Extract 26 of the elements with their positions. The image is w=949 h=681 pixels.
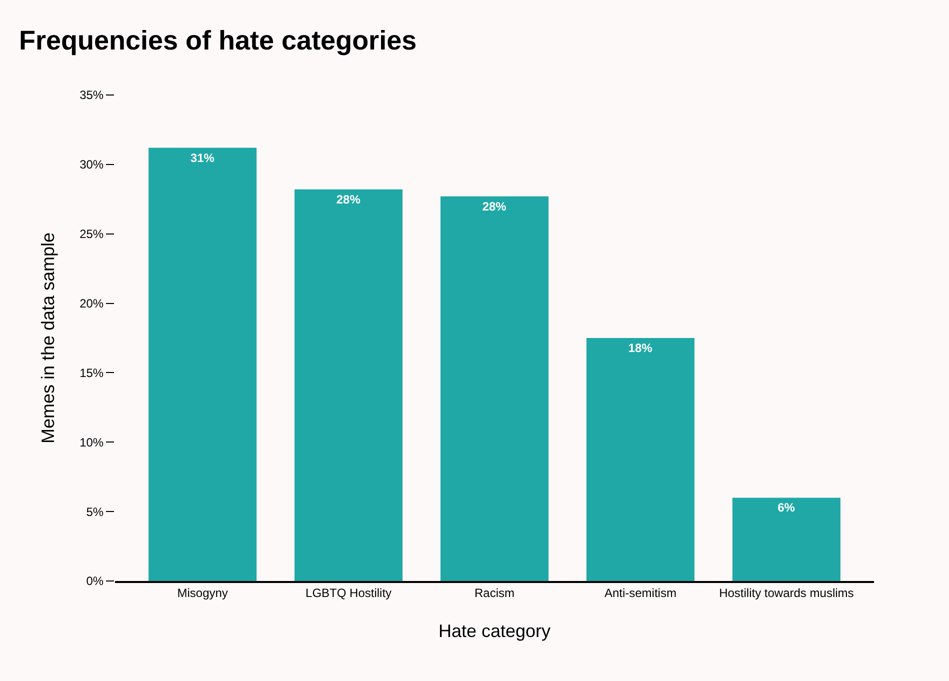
y-tick-label: 15%: [80, 366, 104, 380]
data-label: 28%: [336, 192, 361, 206]
x-tick-label: Racism: [474, 586, 515, 600]
y-tick-label: 0%: [86, 574, 104, 588]
bar: [732, 498, 840, 581]
data-label: 28%: [482, 199, 507, 214]
x-tick-label: Hostility towards muslims: [719, 586, 854, 600]
y-axis-title: Memes in the data sample: [38, 232, 58, 444]
bar: [440, 196, 549, 581]
bar: [586, 338, 694, 581]
y-tick-label: 30%: [80, 158, 104, 172]
x-tick-label: Misogyny: [177, 586, 228, 600]
data-label: 6%: [778, 500, 796, 515]
y-tick-label: 10%: [80, 435, 104, 450]
data-label: 31%: [190, 150, 215, 165]
bar: [294, 189, 403, 581]
x-tick-label: Anti-semitism: [604, 586, 676, 600]
data-label: 18%: [628, 341, 653, 355]
bar: [148, 148, 257, 581]
chart-title: Frequencies of hate categories: [18, 26, 417, 56]
y-tick-label: 35%: [80, 88, 104, 102]
y-tick-label: 20%: [80, 296, 104, 310]
x-tick-label: LGBTQ Hostility: [306, 586, 392, 600]
y-tick-label: 5%: [86, 504, 104, 519]
x-axis-title: Hate category: [438, 620, 551, 641]
y-tick-label: 25%: [80, 227, 104, 242]
